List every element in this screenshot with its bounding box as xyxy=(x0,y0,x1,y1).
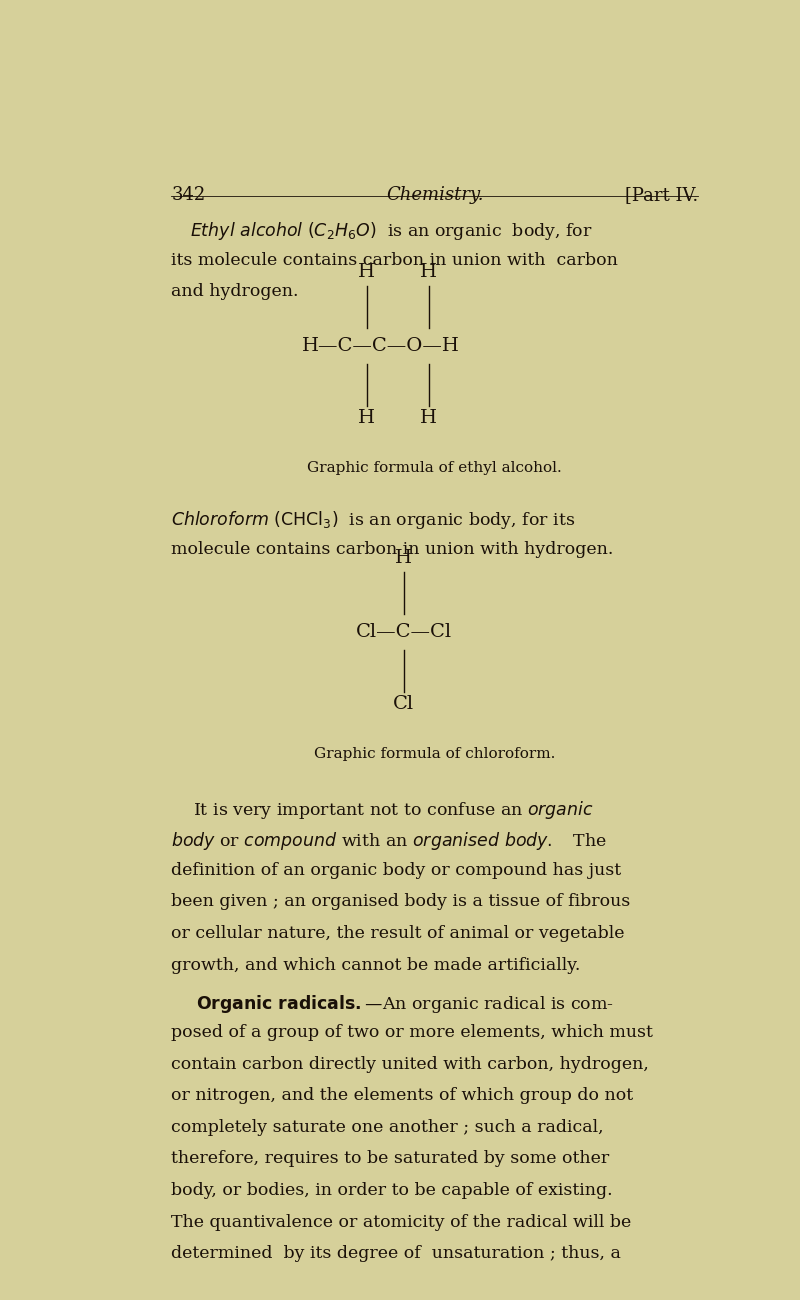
Text: H: H xyxy=(395,549,412,567)
Text: 342: 342 xyxy=(171,186,206,204)
Text: or cellular nature, the result of animal or vegetable: or cellular nature, the result of animal… xyxy=(171,926,625,942)
Text: H: H xyxy=(420,263,437,281)
Text: It is very important not to confuse an $\mathit{organic}$: It is very important not to confuse an $… xyxy=(171,800,594,820)
Text: its molecule contains carbon in union with  carbon: its molecule contains carbon in union wi… xyxy=(171,252,618,269)
Text: therefore, requires to be saturated by some other: therefore, requires to be saturated by s… xyxy=(171,1150,610,1167)
Text: or nitrogen, and the elements of which group do not: or nitrogen, and the elements of which g… xyxy=(171,1087,634,1105)
Text: molecule contains carbon in union with hydrogen.: molecule contains carbon in union with h… xyxy=(171,541,614,558)
Text: been given ; an organised body is a tissue of fibrous: been given ; an organised body is a tiss… xyxy=(171,893,630,910)
Text: H—C—C—O—H: H—C—C—O—H xyxy=(302,337,459,355)
Text: $\mathbf{Organic\ radicals.}$—An organic radical is com-: $\mathbf{Organic\ radicals.}$—An organic… xyxy=(196,993,614,1015)
Text: contain carbon directly united with carbon, hydrogen,: contain carbon directly united with carb… xyxy=(171,1056,649,1072)
Text: Cl: Cl xyxy=(394,694,414,712)
Text: $\mathit{body}$ or $\mathit{compound}$ with an $\mathit{organised\ body.}$   The: $\mathit{body}$ or $\mathit{compound}$ w… xyxy=(171,831,607,853)
Text: definition of an organic body or compound has just: definition of an organic body or compoun… xyxy=(171,862,622,879)
Text: $\mathit{Chloroform}$ $(\mathrm{CHCl_3})$  is an organic body, for its: $\mathit{Chloroform}$ $(\mathrm{CHCl_3})… xyxy=(171,510,575,532)
Text: H: H xyxy=(358,263,375,281)
Text: Chemistry.: Chemistry. xyxy=(386,186,483,204)
Text: determined  by its degree of  unsaturation ; thus, a: determined by its degree of unsaturation… xyxy=(171,1245,621,1262)
Text: and hydrogen.: and hydrogen. xyxy=(171,283,299,300)
Text: H: H xyxy=(420,410,437,428)
Text: Cl—C—Cl: Cl—C—Cl xyxy=(356,623,452,641)
Text: [Part IV.: [Part IV. xyxy=(625,186,698,204)
Text: completely saturate one another ; such a radical,: completely saturate one another ; such a… xyxy=(171,1119,604,1136)
Text: body, or bodies, in order to be capable of existing.: body, or bodies, in order to be capable … xyxy=(171,1182,613,1199)
Text: $\mathit{Ethyl\ alcohol}$ $(C_2H_6O)$  is an organic  body, for: $\mathit{Ethyl\ alcohol}$ $(C_2H_6O)$ is… xyxy=(190,220,593,242)
Text: H: H xyxy=(358,410,375,428)
Text: growth, and which cannot be made artificially.: growth, and which cannot be made artific… xyxy=(171,957,581,974)
Text: posed of a group of two or more elements, which must: posed of a group of two or more elements… xyxy=(171,1024,653,1041)
Text: The quantivalence or atomicity of the radical will be: The quantivalence or atomicity of the ra… xyxy=(171,1213,631,1231)
Text: Graphic formula of chloroform.: Graphic formula of chloroform. xyxy=(314,746,555,760)
Text: Graphic formula of ethyl alcohol.: Graphic formula of ethyl alcohol. xyxy=(307,462,562,476)
